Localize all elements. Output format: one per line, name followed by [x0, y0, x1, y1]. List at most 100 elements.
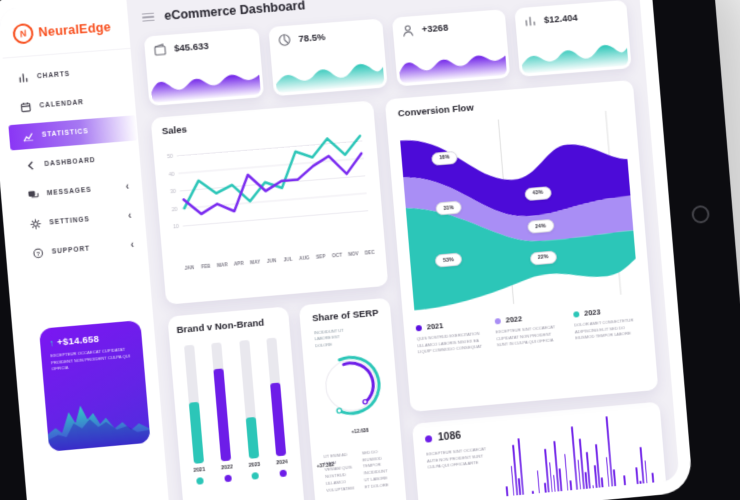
sidebar-nav: CHARTS CALENDAR STATISTICS DASHBOARD MES… [3, 49, 148, 268]
svg-text:DEC: DEC [365, 250, 376, 257]
kpi-sparkline [150, 72, 261, 103]
year-dot-icon [279, 469, 287, 478]
serp-card[interactable]: Share of SERP INCIDIDUNT UT LABORE EST D… [298, 297, 409, 500]
chevron-icon: ‹ [130, 239, 135, 251]
main-area: eCommerce Dashboard $45.633 78.5% [126, 0, 679, 500]
activity-bars [498, 412, 660, 500]
up-arrow-icon: ↑ [48, 337, 55, 349]
bars-icon [523, 14, 538, 29]
page-title: eCommerce Dashboard [163, 0, 306, 23]
kpi-row: $45.633 78.5% +3268 [143, 0, 632, 107]
chevron-left-icon [25, 160, 37, 172]
calendar-icon [20, 101, 32, 113]
camera-ring-icon [691, 204, 711, 224]
logo-text: NeuralEdge [37, 20, 112, 40]
conversion-label: 22% [529, 250, 557, 266]
sidebar-item-support[interactable]: ? SUPPORT ‹ [18, 232, 148, 268]
sidebar-item-charts[interactable]: CHARTS [3, 57, 133, 92]
svg-text:NOV: NOV [348, 251, 359, 258]
brand-bar-2022: 2022 [211, 342, 234, 483]
wallet-icon [152, 42, 167, 57]
activity-note: EXCEPTEUR SINT OCCAECAT AUTE NON PROIDEN… [426, 446, 487, 471]
serp-gauge-chart [321, 355, 381, 415]
activity-summary: 1086 EXCEPTEUR SINT OCCAECAT AUTE NON PR… [424, 427, 499, 500]
kpi-sparkline [520, 43, 629, 74]
conversion-stream-svg [400, 109, 639, 311]
right-column: Conversion Flow 16% 31% [384, 79, 674, 500]
chevron-icon: ‹ [127, 210, 132, 222]
promo-amount: +$14.658 [56, 333, 100, 349]
svg-text:OCT: OCT [332, 253, 342, 260]
tablet-bezel: N NeuralEdge CHARTS CALENDAR STATISTICS … [0, 0, 680, 500]
promo-description: EXCEPTEUR OCCAECAT CUPIDATAT PROIDENT NO… [50, 346, 131, 372]
year-dot-icon [196, 477, 205, 485]
svg-text:MAY: MAY [250, 259, 261, 266]
activity-value: 1086 [437, 429, 462, 444]
kpi-sparkline [398, 53, 508, 84]
activity-card[interactable]: 1086 EXCEPTEUR SINT OCCAECAT AUTE NON PR… [411, 401, 674, 500]
sidebar-promo-card[interactable]: ↑ +$14.658 EXCEPTEUR OCCAECAT CUPIDATAT … [38, 320, 151, 452]
year-dot-icon [224, 474, 232, 483]
bottom-left-row: Brand v Non-Brand 2021 2022 2023 2024 [167, 297, 409, 500]
year-dot-icon [251, 472, 260, 480]
kpi-card-3[interactable]: +3268 [391, 9, 511, 87]
messages-icon [27, 189, 39, 201]
promo-sparkline [45, 399, 151, 452]
kpi-card-1[interactable]: $45.633 [143, 27, 265, 107]
pie-icon [277, 33, 292, 48]
kpi-value: +3268 [421, 22, 449, 35]
brand-bar-2024: 2024 [266, 337, 289, 478]
svg-text:10: 10 [173, 224, 179, 231]
gear-icon [30, 218, 42, 230]
serp-note: INCIDIDUNT UT LABORE EST DOLORE [313, 327, 344, 349]
svg-text:?: ? [36, 251, 41, 257]
bullet-dot-icon [424, 434, 433, 443]
sales-line-chart: 10 20 30 40 50 JAN FEB MAR APR MAY JUN JUL AUG SE… [167, 124, 376, 272]
svg-text:FEB: FEB [201, 264, 211, 271]
stats-icon [22, 130, 34, 142]
sidebar-item-messages[interactable]: MESSAGES ‹ [13, 173, 143, 209]
svg-text:50: 50 [167, 154, 173, 161]
conversion-label: 43% [524, 185, 552, 201]
legend-dot-icon [415, 324, 423, 331]
kpi-card-2[interactable]: 78.5% [268, 18, 388, 97]
kpi-sparkline [275, 64, 385, 93]
sales-card[interactable]: Sales 10 20 30 40 50 JAN FEB MAR APR MAY JUN JU… [150, 100, 389, 305]
conversion-legend: 2021 QUIS NOSTRUD EXERCITATION ULLAMCO L… [415, 304, 642, 356]
logo-icon: N [10, 21, 36, 47]
svg-text:40: 40 [169, 172, 175, 179]
kpi-value: $12.404 [543, 12, 579, 26]
svg-text:APR: APR [234, 261, 245, 268]
serp-legend-item: UT ENIM AD MINIM VENIAM QUIS NOSTRUD ULL… [323, 451, 355, 493]
conversion-stream-chart: 16% 31% 53% 43% 24% 22% [399, 109, 639, 312]
serp-legend-item: SED DO EIUSMOD TEMPOR INCIDIDUNT UT LABO… [361, 449, 389, 489]
brand-bar-2021: 2021 [183, 344, 206, 485]
left-column: Sales 10 20 30 40 50 JAN FEB MAR APR MAY JUN JU… [150, 100, 409, 500]
svg-text:30: 30 [170, 189, 176, 196]
chevron-icon: ‹ [125, 181, 130, 193]
dashboard-screen: N NeuralEdge CHARTS CALENDAR STATISTICS … [0, 0, 680, 500]
legend-item-2023: 2023 DOLOR AMET CONSECTETUR ADIPISCING E… [573, 307, 634, 341]
user-icon [400, 23, 415, 38]
svg-text:JUN: JUN [267, 258, 277, 265]
kpi-value: 78.5% [298, 31, 326, 45]
legend-item-2022: 2022 EXCEPTEUR SINT OCCAECAT CUPIDATAT N… [494, 314, 556, 348]
brand-bar-2023: 2023 [238, 339, 261, 480]
conversion-card[interactable]: Conversion Flow 16% 31% [384, 79, 659, 413]
activity-chart [498, 412, 661, 500]
kpi-card-4[interactable]: $12.404 [514, 0, 632, 77]
svg-text:MAR: MAR [217, 262, 229, 269]
legend-item-2021: 2021 QUIS NOSTRUD EXERCITATION ULLAMCO L… [415, 321, 483, 355]
svg-text:JUL: JUL [283, 257, 292, 264]
hamburger-menu-icon[interactable] [141, 12, 155, 23]
svg-text:20: 20 [171, 207, 177, 214]
svg-text:JAN: JAN [184, 265, 195, 272]
legend-dot-icon [573, 310, 580, 318]
content-grid: Sales 10 20 30 40 50 JAN FEB MAR APR MAY JUN JU… [150, 79, 674, 500]
help-icon: ? [32, 247, 44, 259]
legend-dot-icon [494, 317, 501, 325]
brand-card[interactable]: Brand v Non-Brand 2021 2022 2023 2024 [167, 306, 307, 500]
kpi-value: $45.633 [173, 40, 210, 55]
svg-text:SEP: SEP [316, 254, 327, 261]
